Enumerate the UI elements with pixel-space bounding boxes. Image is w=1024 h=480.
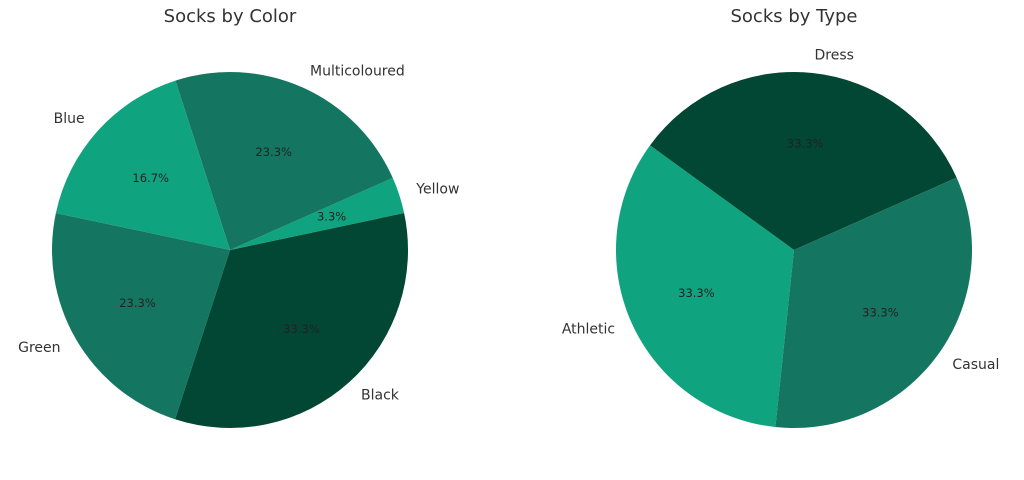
chart-title: Socks by Color (164, 6, 297, 27)
pie-slice-athletic (615, 145, 794, 428)
slice-label-green: Green (18, 340, 60, 356)
slice-label-yellow: Yellow (415, 182, 459, 198)
slice-percent-casual: 33.3% (862, 305, 899, 319)
chart-title: Socks by Type (730, 6, 857, 27)
pie-slice-green (52, 213, 230, 420)
slice-percent-dress: 33.3% (787, 136, 824, 150)
pie-chart-socks-by-color: Socks by Color Black 33.3% Yellow 3.3% Multi… (18, 6, 459, 429)
slice-label-black: Black (361, 388, 400, 404)
slice-percent-athletic: 33.3% (678, 286, 715, 300)
slice-label-blue: Blue (54, 111, 85, 127)
pie-slice-casual (775, 177, 972, 428)
slice-label-casual: Casual (952, 357, 999, 373)
pie-slice-multicoloured (175, 71, 393, 250)
pie-slice-dress (649, 71, 957, 250)
pie-slice-black (174, 212, 409, 429)
slice-percent-multicoloured: 23.3% (255, 145, 292, 159)
slice-percent-black: 33.3% (283, 322, 320, 336)
pie-slice-yellow (230, 177, 405, 250)
slice-percent-yellow: 3.3% (317, 210, 346, 224)
slice-percent-blue: 16.7% (132, 171, 169, 185)
slice-label-multicoloured: Multicoloured (310, 63, 405, 79)
pie-chart-socks-by-type: Socks by Type Dress 33.3% Athletic 33.3% Cas… (562, 6, 999, 428)
slice-label-athletic: Athletic (562, 322, 615, 338)
pie-slice-blue (55, 80, 231, 250)
slice-percent-green: 23.3% (119, 296, 156, 310)
slice-label-dress: Dress (815, 47, 854, 63)
